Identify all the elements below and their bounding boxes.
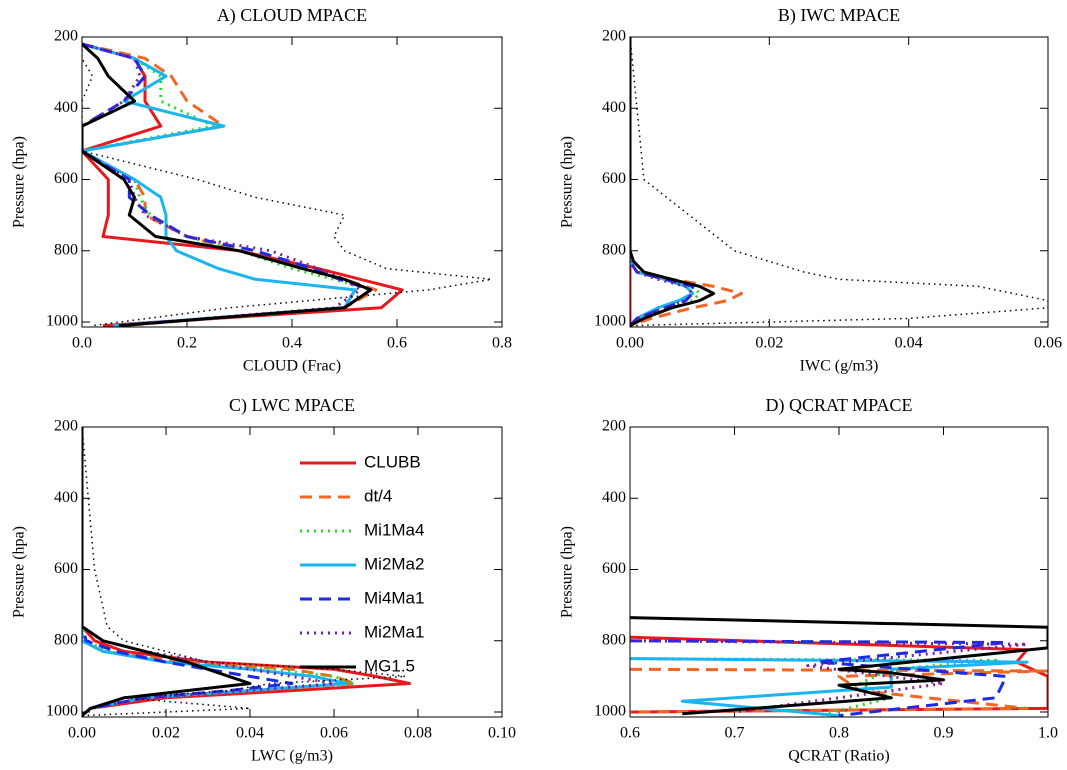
x-tick-label: 0.02	[152, 725, 180, 742]
x-tick-label: 0.04	[895, 335, 923, 352]
x-axis-label: IWC (g/m3)	[800, 358, 879, 375]
y-tick-label: 600	[54, 170, 78, 187]
profile-line	[82, 42, 373, 327]
profile-line	[630, 639, 1029, 714]
profile-line	[82, 427, 357, 717]
y-tick-label: 800	[602, 631, 626, 648]
panel: A) CLOUD MPACE CLOUD (Frac) Pressure (hpa)…	[11, 5, 512, 375]
profile-line	[82, 42, 362, 327]
x-tick-label: 0.06	[1034, 335, 1062, 352]
x-axis-label: LWC (g/m3)	[251, 748, 333, 765]
profile-line	[82, 427, 294, 717]
y-tick-label: 600	[602, 560, 626, 577]
y-tick-label: 400	[54, 99, 78, 116]
y-axis-label: Pressure (hpa)	[11, 526, 28, 618]
y-tick-label: 200	[602, 28, 626, 45]
legend-label: MG1.5	[364, 656, 415, 675]
profile-line	[630, 639, 1008, 717]
y-tick-label: 800	[602, 241, 626, 258]
x-tick-label: 0.02	[755, 335, 783, 352]
y-tick-label: 1000	[46, 703, 78, 720]
y-tick-label: 800	[54, 241, 78, 258]
profile-line	[630, 667, 1048, 714]
x-tick-label: 0.00	[68, 725, 96, 742]
profile-line	[630, 37, 743, 327]
profile-line	[82, 42, 373, 327]
y-tick-label: 200	[54, 418, 78, 435]
y-tick-label: 400	[54, 489, 78, 506]
legend-label: Mi2Ma1	[364, 622, 424, 641]
profile-line	[82, 44, 493, 327]
x-tick-label: 0.6	[620, 725, 640, 742]
x-tick-label: 0.08	[404, 725, 432, 742]
y-axis-label: Pressure (hpa)	[559, 136, 576, 228]
x-tick-label: 0.6	[387, 335, 407, 352]
legend-label: Mi2Ma2	[364, 554, 424, 573]
x-tick-label: 0.0	[72, 335, 92, 352]
x-tick-label: 0.7	[725, 725, 745, 742]
y-tick-label: 1000	[594, 703, 626, 720]
x-tick-label: 0.00	[616, 335, 644, 352]
y-tick-label: 200	[602, 418, 626, 435]
plot-frame	[81, 36, 503, 328]
legend-label: dt/4	[364, 486, 392, 505]
x-tick-label: 0.2	[177, 335, 197, 352]
y-tick-label: 800	[54, 631, 78, 648]
y-tick-label: 600	[54, 560, 78, 577]
panel: D) QCRAT MPACE QCRAT (Ratio) Pressure (hpa…	[559, 395, 1058, 765]
x-tick-label: 0.4	[282, 335, 302, 352]
x-tick-label: 1.0	[1038, 725, 1058, 742]
y-axis-label: Pressure (hpa)	[11, 136, 28, 228]
y-tick-label: 200	[54, 28, 78, 45]
profile-line	[82, 427, 252, 717]
profile-line	[630, 616, 1048, 716]
y-tick-label: 400	[602, 99, 626, 116]
x-axis-label: CLOUD (Frac)	[243, 358, 341, 375]
panel: C) LWC MPACE LWC (g/m3) Pressure (hpa) 0.00…	[11, 395, 516, 765]
profile-line	[82, 42, 357, 327]
y-tick-label: 1000	[594, 313, 626, 330]
chart-title: D) QCRAT MPACE	[765, 395, 912, 416]
profile-line	[630, 657, 1029, 717]
chart-title: A) CLOUD MPACE	[217, 5, 367, 26]
plot-frame	[629, 36, 1049, 328]
chart-title: C) LWC MPACE	[229, 395, 355, 416]
y-tick-label: 1000	[46, 313, 78, 330]
profile-line	[630, 37, 716, 327]
panel: B) IWC MPACE IWC (g/m3) Pressure (hpa) 0.00…	[559, 5, 1062, 375]
legend-label: Mi1Ma4	[364, 520, 424, 539]
profile-line	[82, 42, 373, 327]
x-tick-label: 0.06	[320, 725, 348, 742]
profile-line	[630, 37, 695, 327]
y-axis-label: Pressure (hpa)	[559, 526, 576, 618]
x-tick-label: 0.8	[829, 725, 849, 742]
plot-frame	[81, 426, 503, 718]
x-tick-label: 0.10	[488, 725, 516, 742]
legend-label: CLUBB	[364, 452, 421, 471]
plot-frame	[629, 426, 1049, 718]
x-tick-label: 0.8	[492, 335, 512, 352]
legend-label: Mi4Ma1	[364, 588, 424, 607]
y-tick-label: 600	[602, 170, 626, 187]
y-tick-label: 400	[602, 489, 626, 506]
x-tick-label: 0.9	[934, 725, 954, 742]
x-tick-label: 0.04	[236, 725, 264, 742]
chart-title: B) IWC MPACE	[778, 5, 900, 26]
profile-line	[82, 42, 378, 327]
x-axis-label: QCRAT (Ratio)	[788, 748, 889, 765]
